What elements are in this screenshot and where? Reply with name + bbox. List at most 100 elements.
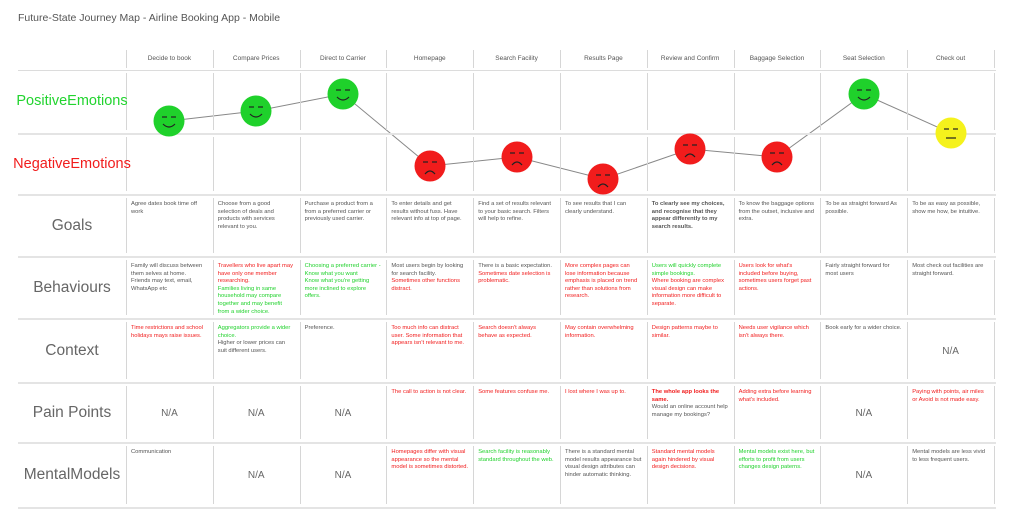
column-divider	[907, 446, 909, 504]
cell-text: Search doesn't always behave as expected…	[478, 325, 537, 339]
cell-mental-models: Search facility is reasonably standard t…	[474, 449, 559, 503]
cell-text: Travellers who live apart may have only …	[217, 263, 293, 285]
cell-text: Agree dates book time off work	[131, 201, 197, 215]
column-divider	[820, 260, 822, 315]
column-divider	[733, 198, 735, 253]
cell-text: Search facility is reasonably standard t…	[478, 449, 554, 463]
column-divider	[646, 137, 648, 191]
column-divider	[386, 137, 388, 191]
cell-text: Standard mental models again hindered by…	[651, 449, 715, 471]
column-divider	[907, 73, 909, 130]
cell-mental-models: Communication	[127, 449, 212, 503]
row-divider	[18, 318, 996, 320]
column-divider	[473, 73, 475, 130]
column-divider	[386, 198, 388, 253]
row-label-behaviours: Behaviours	[33, 278, 111, 296]
cell-text: Users look for what's included before bu…	[738, 263, 812, 292]
cell-goals: To clearly see my choices, and recognise…	[648, 201, 733, 252]
column-header: Results Page	[584, 55, 623, 62]
column-divider	[212, 73, 214, 130]
column-divider	[126, 446, 127, 504]
row-divider	[18, 382, 996, 384]
column-divider	[212, 198, 214, 253]
cell-behaviours: More complex pages can lose information …	[561, 263, 646, 314]
column-divider	[994, 386, 995, 439]
column-divider	[473, 260, 475, 315]
column-divider	[126, 322, 127, 379]
column-divider	[646, 386, 648, 439]
cell-behaviours: Travellers who live apart may have only …	[214, 263, 299, 315]
cell-text: May contain overwhelming information.	[565, 325, 634, 339]
cell-mental-models: N/A	[855, 470, 873, 482]
cell-behaviours: Fairly straight forward for most users	[821, 263, 906, 314]
column-divider	[820, 73, 822, 130]
cell-pain-points: Some features confuse me.	[474, 389, 559, 438]
column-divider	[386, 50, 388, 68]
column-divider	[386, 386, 388, 439]
cell-behaviours: Most users begin by looking for search f…	[387, 263, 472, 314]
cell-text: Needs user vigilance which isn't always …	[738, 325, 809, 339]
label-line: Emotions	[70, 155, 131, 172]
smile-face-icon	[153, 105, 185, 137]
column-divider	[733, 50, 735, 68]
cell-context: Design patterns maybe to similar.	[648, 325, 733, 378]
cell-text: Families living in same household may co…	[217, 285, 282, 315]
column-divider	[560, 73, 561, 130]
column-divider	[473, 50, 475, 68]
row-divider	[18, 256, 996, 258]
column-divider	[386, 260, 388, 315]
smile-face-icon	[240, 95, 272, 127]
cell-mental-models: Mental models exist here, but efforts to…	[735, 449, 820, 503]
cell-text: Book early for a wider choice.	[825, 325, 902, 331]
column-divider	[473, 446, 475, 504]
cell-text: Higher or lower prices can suit differen…	[217, 340, 286, 354]
column-divider	[820, 322, 822, 379]
column-divider	[299, 137, 301, 191]
cell-text: Sometimes date selection is problematic.	[478, 270, 551, 285]
column-divider	[126, 50, 127, 68]
cell-context: Preference.	[301, 325, 386, 378]
cell-text: To be as easy as possible, show me how, …	[912, 201, 981, 215]
cell-text: To enter details and get results without…	[391, 201, 462, 223]
column-divider	[646, 322, 648, 379]
column-header: Review and Confirm	[660, 55, 720, 62]
cell-text: There is a basic expectation.	[478, 263, 552, 269]
cell-text: Some features confuse me.	[478, 389, 550, 395]
cell-text: Design patterns maybe to similar.	[651, 325, 718, 339]
column-divider	[907, 198, 909, 253]
column-divider	[126, 198, 127, 253]
cell-text: More complex pages can lose information …	[565, 263, 638, 300]
smile-face-icon	[327, 78, 359, 110]
row-divider	[18, 194, 996, 196]
cell-text: Sometimes other functions distract.	[391, 278, 461, 292]
column-divider	[907, 386, 909, 439]
cell-text: Most check out facilities are straight f…	[912, 263, 984, 277]
column-divider	[212, 260, 214, 315]
column-divider	[212, 50, 214, 68]
cell-behaviours: Users look for what's included before bu…	[735, 263, 820, 314]
column-divider	[733, 386, 735, 439]
column-divider	[299, 322, 301, 379]
cell-pain-points: N/A	[161, 407, 178, 419]
cell-text: Where booking are complex visual design …	[651, 278, 724, 307]
cell-mental-models: N/A	[334, 470, 352, 482]
column-header: Decide to book	[147, 55, 192, 62]
cell-text: Paying with points, air miles or Avoid i…	[912, 389, 984, 403]
column-divider	[560, 446, 561, 504]
column-divider	[473, 198, 475, 253]
label-line: Positive	[16, 93, 68, 110]
cell-text: Know what you want	[304, 270, 358, 277]
cell-context: Aggregators provide a wider choice. Highe…	[214, 325, 299, 378]
cell-text: The whole app looks the same.	[651, 389, 720, 403]
cell-context: May contain overwhelming information.	[561, 325, 646, 378]
column-divider	[299, 73, 301, 130]
row-divider	[18, 133, 996, 135]
cell-text: To clearly see my choices, and recognise…	[651, 201, 725, 230]
column-divider	[907, 322, 909, 379]
cell-mental-models: There is a standard mental model results…	[561, 449, 646, 503]
column-divider	[212, 386, 214, 439]
column-divider	[560, 386, 561, 439]
cell-pain-points: The whole app looks the same. Would an on…	[648, 389, 733, 438]
column-header: Seat Selection	[842, 55, 885, 62]
column-divider	[646, 446, 648, 504]
